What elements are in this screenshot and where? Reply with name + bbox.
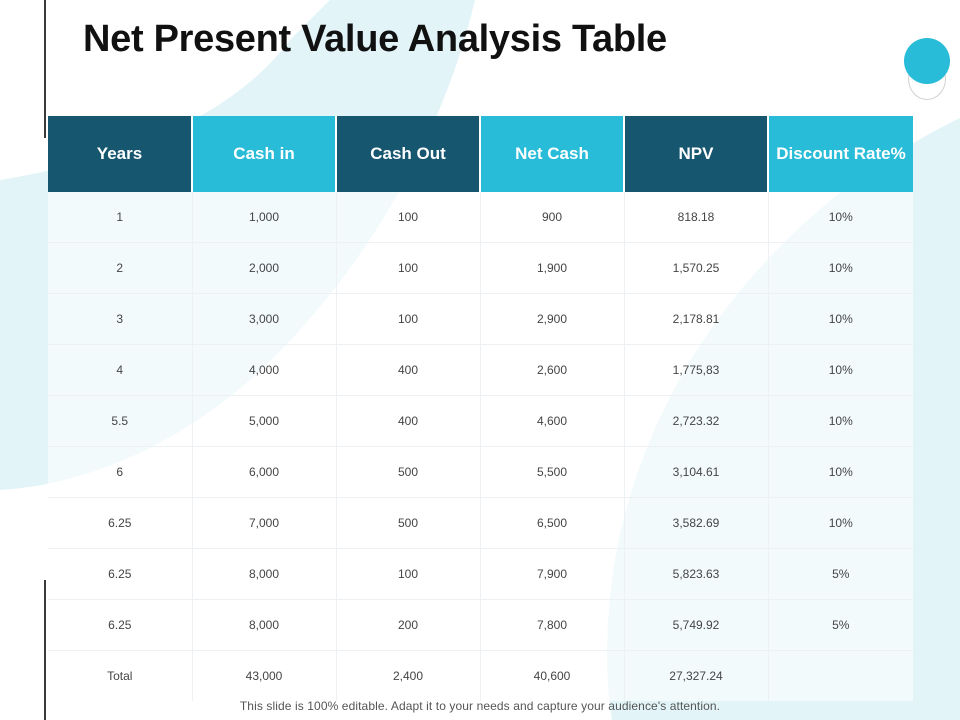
header-cash-out: Cash Out	[336, 116, 481, 192]
cell-years: 6.25	[48, 497, 193, 549]
table-row: 6.25 8,000 200 7,800 5,749.92 5%	[48, 599, 913, 651]
cell-cash-out: 100	[336, 192, 481, 243]
cell-net-cash: 2,600	[480, 344, 625, 396]
cell-cash-in: 8,000	[192, 599, 337, 651]
cell-discount-rate: 10%	[768, 497, 913, 549]
cell-net-cash: 2,900	[480, 293, 625, 345]
cell-cash-in: 5,000	[192, 395, 337, 447]
cell-cash-out: 400	[336, 344, 481, 396]
cell-cash-out: 500	[336, 497, 481, 549]
top-side-line	[44, 0, 46, 138]
cell-npv: 818.18	[624, 192, 769, 243]
cell-npv: 5,749.92	[624, 599, 769, 651]
cell-cash-in: 2,000	[192, 242, 337, 294]
cell-net-cash: 6,500	[480, 497, 625, 549]
cell-npv: 2,723.32	[624, 395, 769, 447]
cell-cash-out: 200	[336, 599, 481, 651]
bottom-side-line	[44, 580, 46, 720]
cell-cash-in: 4,000	[192, 344, 337, 396]
cell-cash-in: 1,000	[192, 192, 337, 243]
cell-years: 2	[48, 242, 193, 294]
cell-years: 6.25	[48, 548, 193, 600]
decorative-ring	[908, 58, 946, 100]
cell-net-cash: 7,800	[480, 599, 625, 651]
table-body: 1 1,000 100 900 818.18 10% 2 2,000 100 1,900 1,570…	[48, 192, 913, 701]
cell-npv: 1,775,83	[624, 344, 769, 396]
cell-cash-out: 100	[336, 242, 481, 294]
table-row: 1 1,000 100 900 818.18 10%	[48, 192, 913, 243]
cell-cash-out: 100	[336, 293, 481, 345]
header-net-cash: Net Cash	[480, 116, 625, 192]
npv-table: Years Cash in Cash Out Net Cash NPV Disc…	[48, 116, 913, 701]
cell-cash-out: 500	[336, 446, 481, 498]
header-cash-in: Cash in	[192, 116, 337, 192]
total-npv: 27,327.24	[624, 650, 769, 701]
total-cash-out: 2,400	[336, 650, 481, 701]
cell-years: 6	[48, 446, 193, 498]
cell-discount-rate: 10%	[768, 395, 913, 447]
table-row: 4 4,000 400 2,600 1,775,83 10%	[48, 344, 913, 396]
cell-cash-in: 7,000	[192, 497, 337, 549]
header-years: Years	[48, 116, 193, 192]
cell-discount-rate: 10%	[768, 344, 913, 396]
cell-cash-in: 3,000	[192, 293, 337, 345]
cell-npv: 3,104.61	[624, 446, 769, 498]
table-row: 2 2,000 100 1,900 1,570.25 10%	[48, 242, 913, 294]
cell-discount-rate: 10%	[768, 446, 913, 498]
table-row: 5.5 5,000 400 4,600 2,723.32 10%	[48, 395, 913, 447]
cell-npv: 3,582.69	[624, 497, 769, 549]
cell-years: 4	[48, 344, 193, 396]
accent-dot	[904, 38, 950, 84]
table-row: 3 3,000 100 2,900 2,178.81 10%	[48, 293, 913, 345]
cell-net-cash: 900	[480, 192, 625, 243]
cell-discount-rate: 10%	[768, 192, 913, 243]
total-net-cash: 40,600	[480, 650, 625, 701]
cell-years: 1	[48, 192, 193, 243]
header-discount-rate: Discount Rate%	[768, 116, 913, 192]
table-row: 6.25 7,000 500 6,500 3,582.69 10%	[48, 497, 913, 549]
table-row: 6.25 8,000 100 7,900 5,823.63 5%	[48, 548, 913, 600]
total-row: Total 43,000 2,400 40,600 27,327.24	[48, 650, 913, 701]
page-title: Net Present Value Analysis Table	[83, 18, 667, 60]
cell-cash-out: 400	[336, 395, 481, 447]
cell-years: 6.25	[48, 599, 193, 651]
header-npv: NPV	[624, 116, 769, 192]
cell-cash-out: 100	[336, 548, 481, 600]
cell-discount-rate: 10%	[768, 242, 913, 294]
cell-cash-in: 8,000	[192, 548, 337, 600]
total-discount-rate	[768, 650, 913, 701]
cell-years: 5.5	[48, 395, 193, 447]
footer-note: This slide is 100% editable. Adapt it to…	[239, 699, 721, 713]
cell-discount-rate: 5%	[768, 599, 913, 651]
cell-discount-rate: 5%	[768, 548, 913, 600]
cell-cash-in: 6,000	[192, 446, 337, 498]
cell-discount-rate: 10%	[768, 293, 913, 345]
cell-net-cash: 7,900	[480, 548, 625, 600]
cell-npv: 1,570.25	[624, 242, 769, 294]
cell-years: 3	[48, 293, 193, 345]
cell-net-cash: 5,500	[480, 446, 625, 498]
total-years: Total	[48, 650, 193, 701]
header-row: Years Cash in Cash Out Net Cash NPV Disc…	[48, 116, 913, 192]
cell-net-cash: 1,900	[480, 242, 625, 294]
cell-npv: 5,823.63	[624, 548, 769, 600]
cell-npv: 2,178.81	[624, 293, 769, 345]
cell-net-cash: 4,600	[480, 395, 625, 447]
total-cash-in: 43,000	[192, 650, 337, 701]
table-row: 6 6,000 500 5,500 3,104.61 10%	[48, 446, 913, 498]
